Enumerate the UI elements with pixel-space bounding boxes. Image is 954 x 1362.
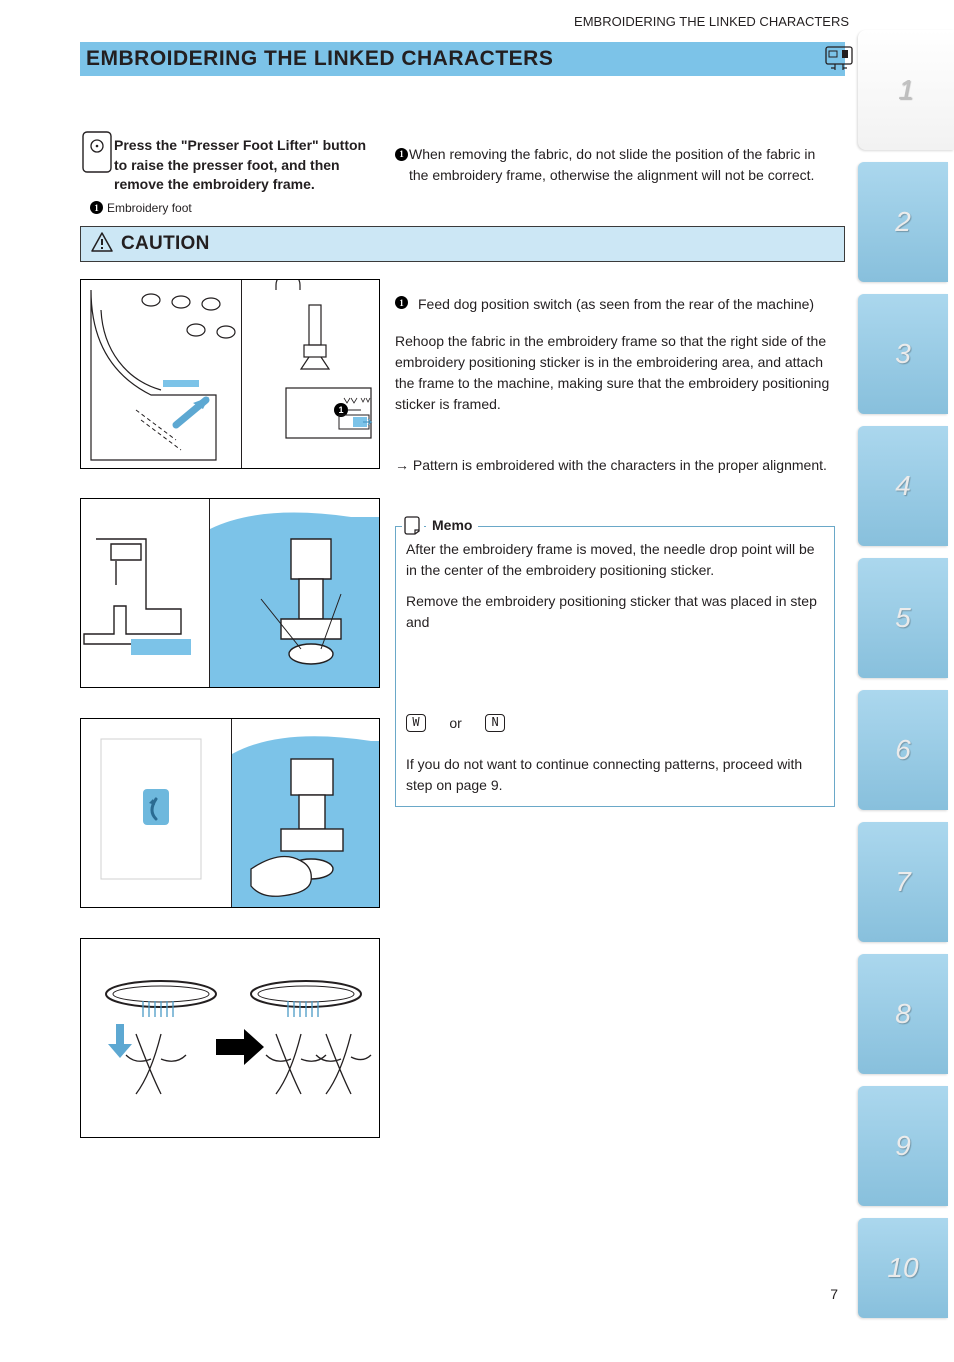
side-tab-2-label: 2 — [895, 206, 911, 238]
step-b-heading: Rehoop the fabric in the embroidery fram… — [395, 331, 835, 415]
bullet-dot: 1 — [395, 144, 409, 186]
right-block-2: 1 Feed dog position switch (as seen from… — [395, 294, 835, 415]
step-a-callout: 1 Embroidery foot — [90, 201, 380, 215]
right-block-1: 1 When removing the fabric, do not slide… — [395, 144, 835, 186]
side-tab-1[interactable]: 1 — [858, 30, 954, 150]
arrow-prefix: → — [395, 457, 409, 473]
figure-3 — [80, 718, 380, 908]
side-tab-4[interactable]: 4 — [858, 426, 948, 546]
step-b-callout-num: 1 — [395, 296, 408, 309]
key-n-icon: N — [485, 714, 505, 732]
side-tab-6[interactable]: 6 — [858, 690, 948, 810]
side-tab-10-label: 10 — [887, 1252, 918, 1284]
side-tab-5[interactable]: 5 — [858, 558, 948, 678]
machine-icon — [824, 44, 854, 74]
result-block: → Pattern is embroidered with the charac… — [395, 455, 835, 476]
side-tab-8-label: 8 — [895, 998, 911, 1030]
section-title-band: EMBROIDERING THE LINKED CHARACTERS — [80, 42, 845, 76]
callout-num-1: 1 — [90, 201, 103, 214]
result-body: Pattern is embroidered with the characte… — [413, 457, 827, 473]
step-b-callout-label: Feed dog position switch (as seen from t… — [418, 294, 814, 315]
step-a-row: Press the "Presser Foot Lifter" button t… — [80, 130, 380, 195]
callout-label-1: Embroidery foot — [107, 201, 192, 215]
left-column: Press the "Presser Foot Lifter" button t… — [80, 130, 380, 215]
memo-item-1: After the embroidery frame is moved, the… — [406, 539, 824, 581]
key-w-icon: W — [406, 714, 426, 732]
memo-caption-text: Remove the embroidery positioning sticke… — [406, 593, 817, 630]
side-tab-7[interactable]: 7 — [858, 822, 948, 942]
figure-1: 1 — [80, 279, 380, 469]
right-column: 1 When removing the fabric, do not slide… — [395, 130, 835, 807]
side-tab-9[interactable]: 9 — [858, 1086, 948, 1206]
side-tab-2[interactable]: 2 — [858, 162, 948, 282]
side-tab-7-label: 7 — [895, 866, 911, 898]
memo-box: Memo After the embroidery frame is moved… — [395, 526, 835, 807]
figure-4 — [80, 938, 380, 1138]
memo-caption: Remove the embroidery positioning sticke… — [406, 591, 824, 633]
warning-icon — [91, 232, 113, 257]
caution-item-row: 1 When removing the fabric, do not slide… — [395, 144, 835, 186]
figure-2 — [80, 498, 380, 688]
caution-title: CAUTION — [121, 233, 210, 255]
side-tabs: 1 2 3 4 5 6 7 8 9 10 — [858, 30, 954, 1330]
footer-note: If you do not want to continue connectin… — [406, 754, 824, 796]
side-tab-3-label: 3 — [895, 338, 911, 370]
svg-text:1: 1 — [338, 405, 343, 415]
memo-label: Memo — [426, 517, 478, 533]
page-header-right: EMBROIDERING THE LINKED CHARACTERS — [574, 14, 849, 29]
side-tab-6-label: 6 — [895, 734, 911, 766]
side-tab-4-label: 4 — [895, 470, 911, 502]
page-number: 7 — [830, 1286, 838, 1302]
caution-item-text: When removing the fabric, do not slide t… — [409, 144, 835, 186]
side-tab-8[interactable]: 8 — [858, 954, 948, 1074]
side-tab-1-label: 1 — [898, 74, 914, 106]
memo-keys-line: W or N — [406, 713, 824, 734]
step-a-text: Press the "Presser Foot Lifter" button t… — [114, 130, 380, 195]
section-title: EMBROIDERING THE LINKED CHARACTERS — [86, 47, 553, 71]
side-tab-3[interactable]: 3 — [858, 294, 948, 414]
memo-or: or — [449, 715, 461, 731]
black-circle-icon: 1 — [395, 148, 408, 161]
side-tab-9-label: 9 — [895, 1130, 911, 1162]
callout-item: 1 Embroidery foot — [90, 201, 380, 215]
side-tab-5-label: 5 — [895, 602, 911, 634]
side-tab-10[interactable]: 10 — [858, 1218, 948, 1318]
step-a-icon — [80, 130, 114, 174]
result-text: → Pattern is embroidered with the charac… — [395, 455, 835, 476]
memo-icon — [402, 515, 424, 540]
